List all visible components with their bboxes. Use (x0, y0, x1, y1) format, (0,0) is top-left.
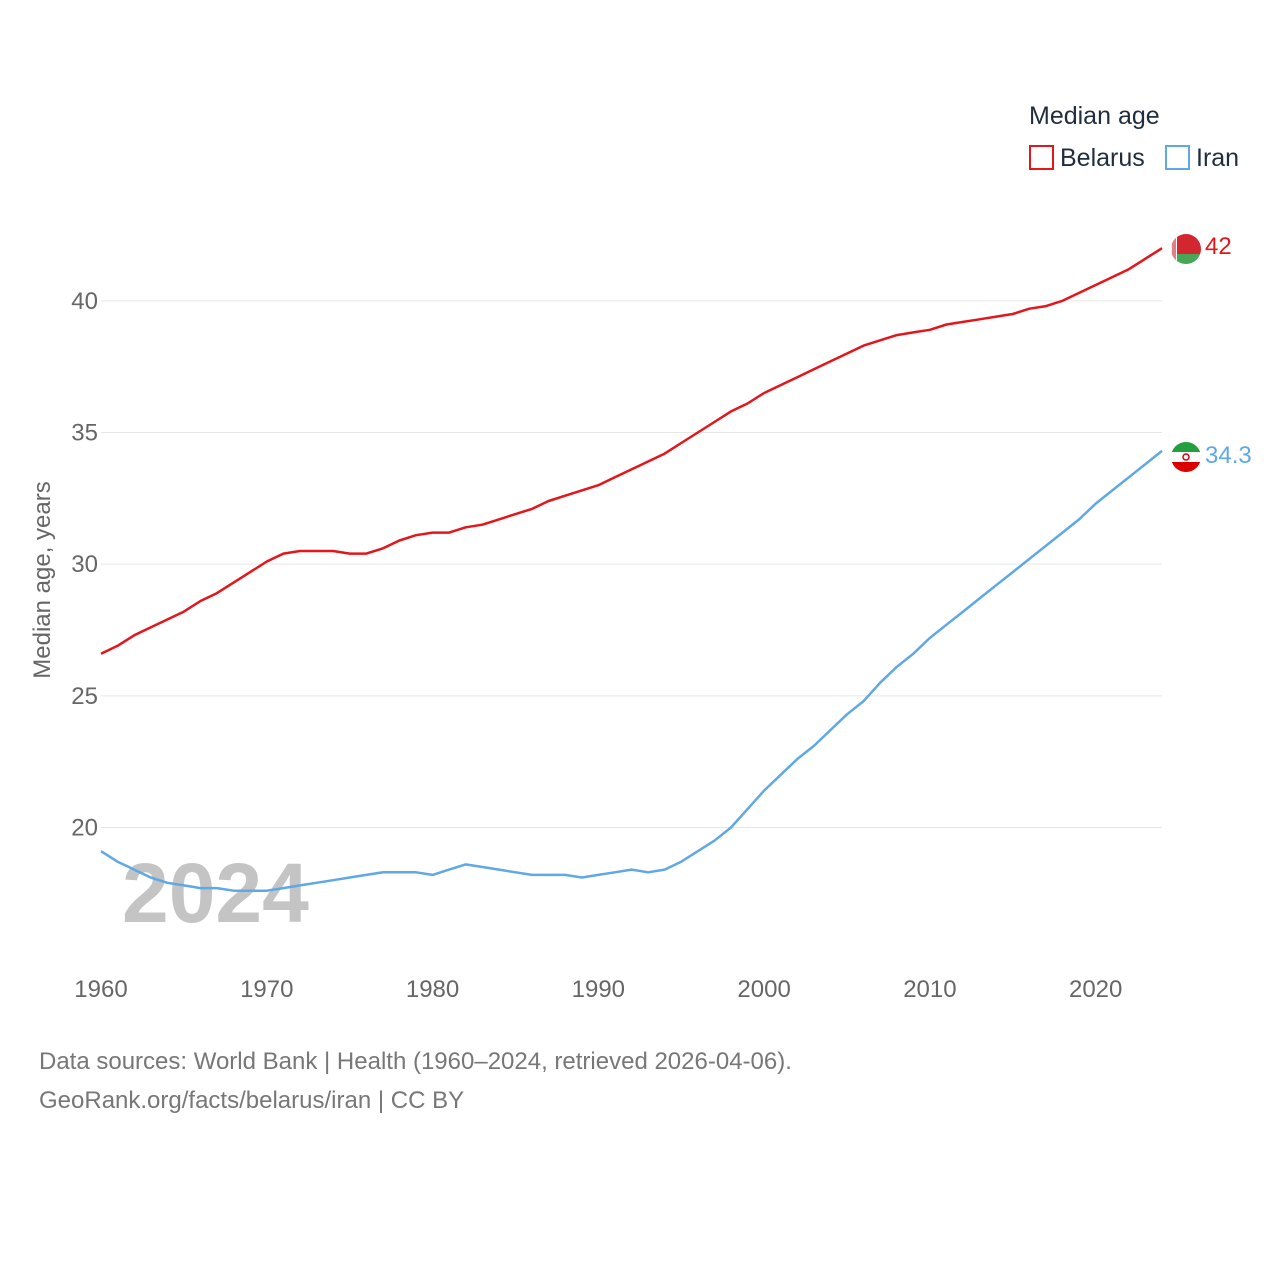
y-tick-label: 20 (71, 815, 98, 842)
end-label-belarus: 42 (1205, 233, 1232, 260)
y-tick-label: 30 (71, 551, 98, 578)
year-watermark: 2024 (122, 846, 309, 940)
legend-item-iran[interactable]: Iran (1165, 144, 1239, 172)
series-line-belarus[interactable] (100, 247, 1163, 655)
source-line-2[interactable]: GeoRank.org/facts/belarus/iran | CC BY (39, 1087, 464, 1114)
x-tick-label: 2000 (737, 976, 790, 1003)
x-tick-label: 1980 (406, 976, 459, 1003)
y-axis-label: Median age, years (29, 481, 56, 678)
legend-label-iran: Iran (1196, 144, 1239, 172)
y-tick-label: 40 (71, 288, 98, 315)
x-axis-ticks: 1960 1970 1980 1990 2000 2010 2020 (74, 976, 1122, 1003)
x-tick-label: 1960 (74, 976, 127, 1003)
y-tick-label: 25 (71, 683, 98, 710)
series-line-iran[interactable] (100, 449, 1163, 892)
legend: Median age Belarus Iran (1029, 102, 1239, 172)
legend-label-belarus: Belarus (1060, 144, 1145, 172)
y-tick-label: 35 (71, 420, 98, 447)
x-tick-label: 2010 (903, 976, 956, 1003)
source-line-1: Data sources: World Bank | Health (1960–… (39, 1048, 792, 1075)
gridlines (101, 300, 1162, 828)
x-tick-label: 1970 (240, 976, 293, 1003)
legend-swatch-belarus (1029, 145, 1054, 170)
series-lines (100, 247, 1163, 892)
belarus-flag-icon (1171, 234, 1201, 264)
legend-item-belarus[interactable]: Belarus (1029, 144, 1145, 172)
legend-title: Median age (1029, 102, 1160, 130)
y-axis-ticks: 20 25 30 35 40 (71, 288, 98, 842)
iran-flag-icon (1171, 442, 1201, 472)
x-tick-label: 1990 (572, 976, 625, 1003)
legend-swatch-iran (1165, 145, 1190, 170)
x-tick-label: 2020 (1069, 976, 1122, 1003)
end-label-iran: 34.3 (1205, 442, 1252, 469)
